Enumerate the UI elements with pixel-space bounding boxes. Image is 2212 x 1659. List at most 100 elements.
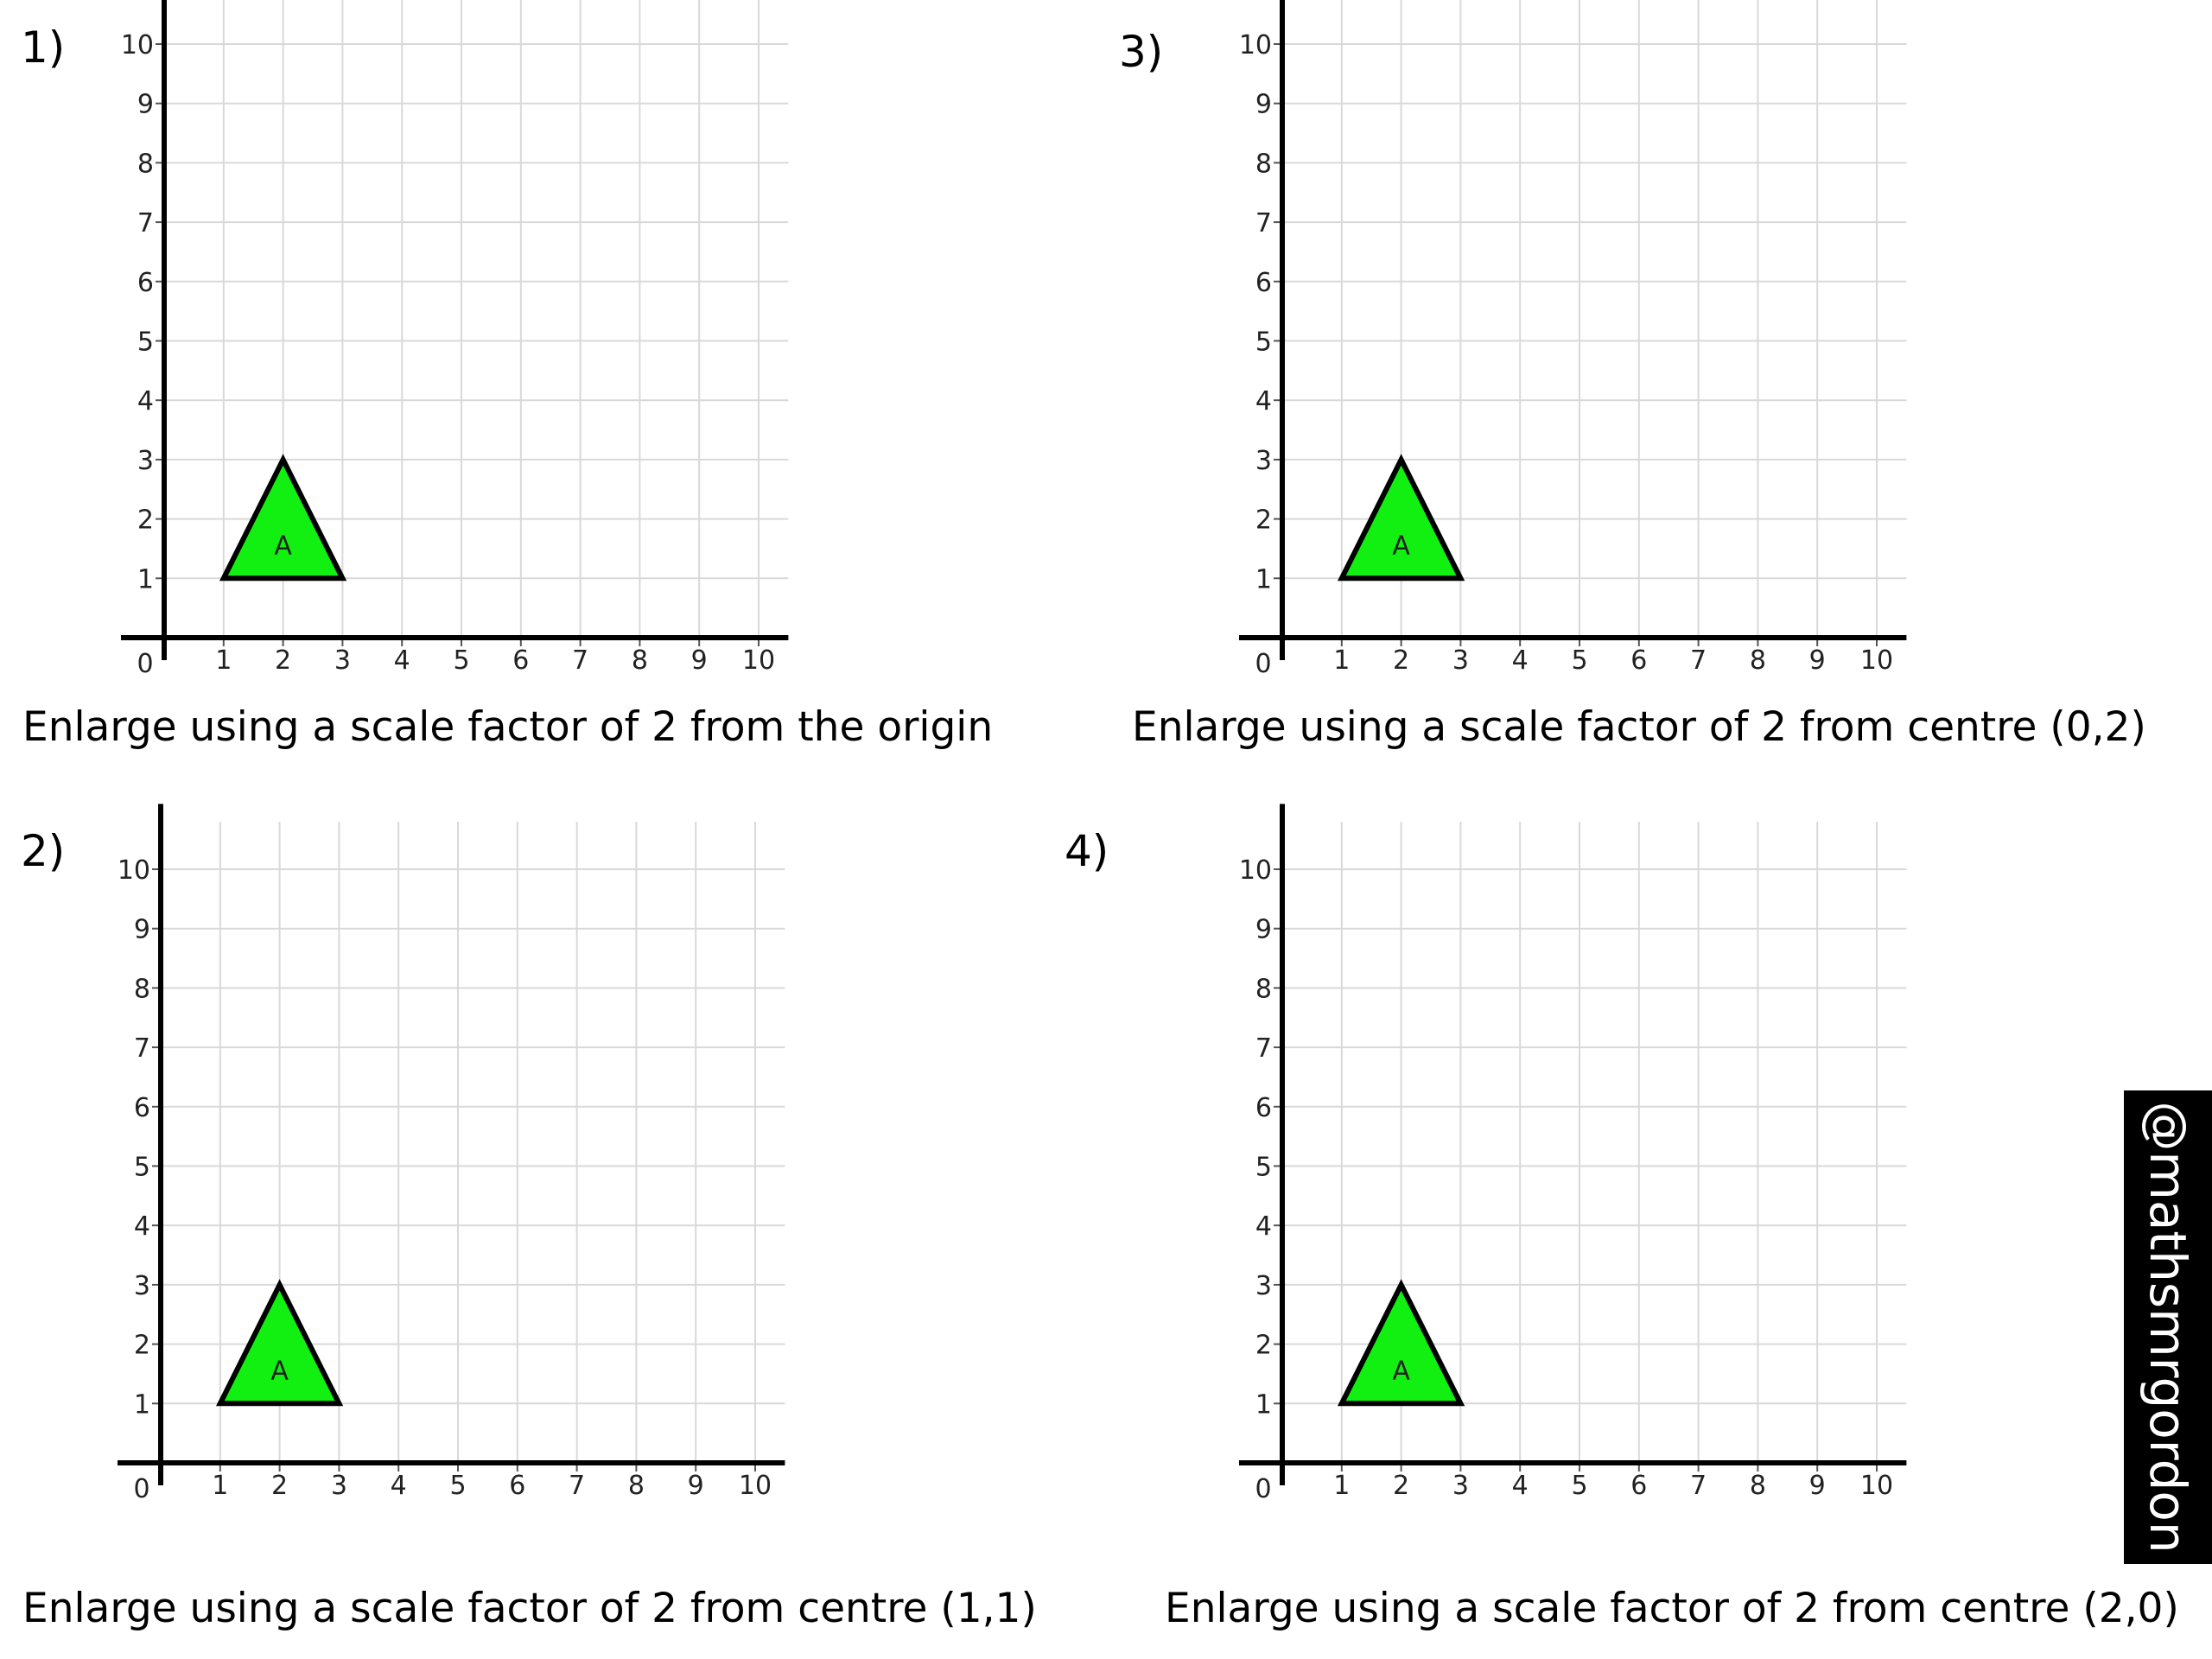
y-tick-label: 2 <box>137 505 154 536</box>
x-tick-label: 9 <box>688 1471 704 1501</box>
shape-label: A <box>270 1357 289 1387</box>
y-tick-label: 9 <box>1255 90 1272 120</box>
x-tick-label: 4 <box>1512 645 1529 676</box>
y-tick-label: 8 <box>1255 149 1272 179</box>
shape-label: A <box>274 531 292 562</box>
x-tick-label: 8 <box>628 1471 645 1501</box>
shape-label: A <box>1392 1357 1410 1387</box>
x-tick-label: 2 <box>275 645 291 676</box>
x-tick-label: 1 <box>215 645 232 676</box>
y-tick-label: 7 <box>1255 1033 1272 1064</box>
instruction-text: Enlarge using a scale factor of 2 from c… <box>22 1585 1037 1632</box>
y-tick-label: 4 <box>1255 1211 1272 1242</box>
x-tick-label: 10 <box>1860 645 1893 676</box>
shape-a-triangle <box>1337 454 1465 582</box>
x-tick-label: 5 <box>449 1471 466 1501</box>
x-tick-label: 0 <box>137 649 153 679</box>
x-tick-label: 0 <box>133 1474 149 1504</box>
instruction-text: Enlarge using a scale factor of 2 from c… <box>1165 1585 2179 1632</box>
x-tick-label: 4 <box>394 645 410 676</box>
y-tick-label: 7 <box>1255 208 1272 238</box>
y-tick-label: 6 <box>1255 268 1272 298</box>
coordinate-grid: 0 1 2 3 4 5 6 7 8 9 10 1 2 3 4 5 6 7 8 9 10 A <box>118 804 785 1504</box>
y-tick-label: 1 <box>1255 564 1272 594</box>
y-tick-label: 6 <box>134 1093 150 1123</box>
x-tick-label: 5 <box>453 645 469 676</box>
x-tick-label: 2 <box>271 1471 288 1501</box>
x-tick-label: 10 <box>1860 1471 1893 1501</box>
x-tick-label: 3 <box>1452 645 1469 676</box>
coordinate-grid: 0 1 2 3 4 5 6 7 8 9 10 1 2 3 4 5 6 7 8 9 10 A <box>121 0 789 679</box>
y-tick-label: 5 <box>137 327 154 358</box>
y-tick-label: 1 <box>134 1389 150 1420</box>
y-tick-label: 5 <box>134 1153 150 1183</box>
question-2: 2) 0 1 2 3 4 5 6 7 8 9 10 1 2 3 4 5 6 7 8 9 10 A Enlarge usin… <box>0 804 1037 1629</box>
coordinate-grid: 0 1 2 3 4 5 6 7 8 9 10 1 2 3 4 5 6 7 8 9 10 A <box>1239 804 1907 1504</box>
y-tick-label: 3 <box>137 446 154 476</box>
x-tick-label: 6 <box>509 1471 525 1501</box>
y-tick-label: 5 <box>1255 327 1272 358</box>
y-tick-label: 7 <box>134 1033 150 1064</box>
question-number: 3) <box>1119 27 1164 77</box>
y-tick-label: 4 <box>134 1211 150 1242</box>
question-3: 3) 0 1 2 3 4 5 6 7 8 9 10 1 2 3 4 5 6 7 8 9 10 A Enlarge usin… <box>1119 0 2146 778</box>
instruction-text: Enlarge using a scale factor of 2 from t… <box>22 703 994 751</box>
y-tick-label: 6 <box>1255 1093 1272 1123</box>
question-number: 2) <box>21 826 66 876</box>
y-tick-label: 10 <box>118 855 150 886</box>
x-tick-label: 8 <box>1750 1471 1766 1501</box>
x-tick-label: 3 <box>1452 1471 1469 1501</box>
instruction-text: Enlarge using a scale factor of 2 from c… <box>1132 703 2146 751</box>
coordinate-grid: 0 1 2 3 4 5 6 7 8 9 10 1 2 3 4 5 6 7 8 9 10 A <box>1239 0 1907 679</box>
shape-a-triangle <box>219 454 347 582</box>
question-number: 1) <box>21 22 66 73</box>
x-tick-label: 4 <box>391 1471 407 1501</box>
y-tick-label: 1 <box>137 564 154 594</box>
x-tick-label: 2 <box>1393 1471 1409 1501</box>
shape-a-triangle <box>1337 1279 1465 1407</box>
y-tick-label: 4 <box>1255 386 1272 416</box>
x-tick-label: 6 <box>1630 1471 1647 1501</box>
y-tick-label: 3 <box>1255 446 1272 476</box>
watermark-badge: @mathsmrgordon <box>2124 1090 2212 1564</box>
y-tick-label: 5 <box>1255 1153 1272 1183</box>
x-tick-label: 7 <box>572 645 588 676</box>
grid-lines <box>1282 0 1907 638</box>
question-4: 4) 0 1 2 3 4 5 6 7 8 9 10 1 2 3 4 5 6 7 8 9 10 A Enlarge usin… <box>1063 804 2179 1629</box>
y-tick-label: 2 <box>1255 1331 1272 1361</box>
x-tick-label: 9 <box>1809 645 1826 676</box>
y-tick-label: 8 <box>137 149 154 179</box>
x-tick-label: 2 <box>1393 645 1409 676</box>
y-tick-label: 2 <box>1255 505 1272 536</box>
shape-a-triangle <box>215 1279 344 1407</box>
shape-label: A <box>1392 531 1410 562</box>
x-tick-label: 3 <box>334 645 351 676</box>
x-tick-label: 7 <box>1690 645 1707 676</box>
x-tick-label: 6 <box>512 645 529 676</box>
x-tick-label: 3 <box>331 1471 347 1501</box>
y-tick-label: 8 <box>134 974 150 1004</box>
y-tick-label: 1 <box>1255 1389 1272 1420</box>
y-tick-label: 9 <box>1255 915 1272 945</box>
watermark-text: @mathsmrgordon <box>2139 1101 2197 1554</box>
x-tick-label: 5 <box>1571 1471 1587 1501</box>
question-number: 4) <box>1065 826 1109 876</box>
x-tick-label: 10 <box>742 645 775 676</box>
x-tick-label: 1 <box>1333 1471 1350 1501</box>
y-tick-label: 9 <box>137 90 154 120</box>
y-tick-label: 10 <box>1239 855 1272 886</box>
y-tick-label: 7 <box>137 208 154 238</box>
x-tick-label: 0 <box>1255 1474 1271 1504</box>
y-tick-label: 3 <box>134 1271 150 1301</box>
x-tick-label: 7 <box>569 1471 585 1501</box>
x-tick-label: 9 <box>1809 1471 1826 1501</box>
y-tick-label: 2 <box>134 1331 150 1361</box>
x-tick-label: 5 <box>1571 645 1587 676</box>
x-tick-label: 6 <box>1630 645 1647 676</box>
x-tick-label: 9 <box>691 645 708 676</box>
x-tick-label: 0 <box>1255 649 1271 679</box>
x-tick-label: 4 <box>1512 1471 1529 1501</box>
y-tick-label: 6 <box>137 268 154 298</box>
y-tick-label: 8 <box>1255 974 1272 1004</box>
x-tick-label: 10 <box>739 1471 772 1501</box>
